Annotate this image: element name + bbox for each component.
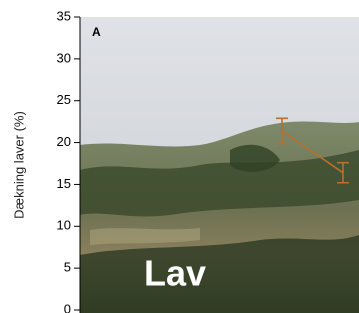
y-axis-label: Dækning laver (%) xyxy=(11,111,26,219)
y-tick-label: 35 xyxy=(57,8,71,23)
y-tick-label: 20 xyxy=(57,134,71,149)
y-tick-label: 10 xyxy=(57,218,71,233)
y-tick-label: 5 xyxy=(64,260,71,275)
chart: A Lav Dækning laver (%) 0 5 10 15 20 25 30 35 xyxy=(0,0,359,313)
y-tick-label: 25 xyxy=(57,92,71,107)
background-photo xyxy=(80,17,359,313)
y-tick-label: 30 xyxy=(57,50,71,65)
y-tick-label: 0 xyxy=(64,301,71,313)
panel-label: A xyxy=(92,25,101,39)
y-tick-label: 15 xyxy=(57,176,71,191)
annotation: Lav xyxy=(144,253,206,294)
